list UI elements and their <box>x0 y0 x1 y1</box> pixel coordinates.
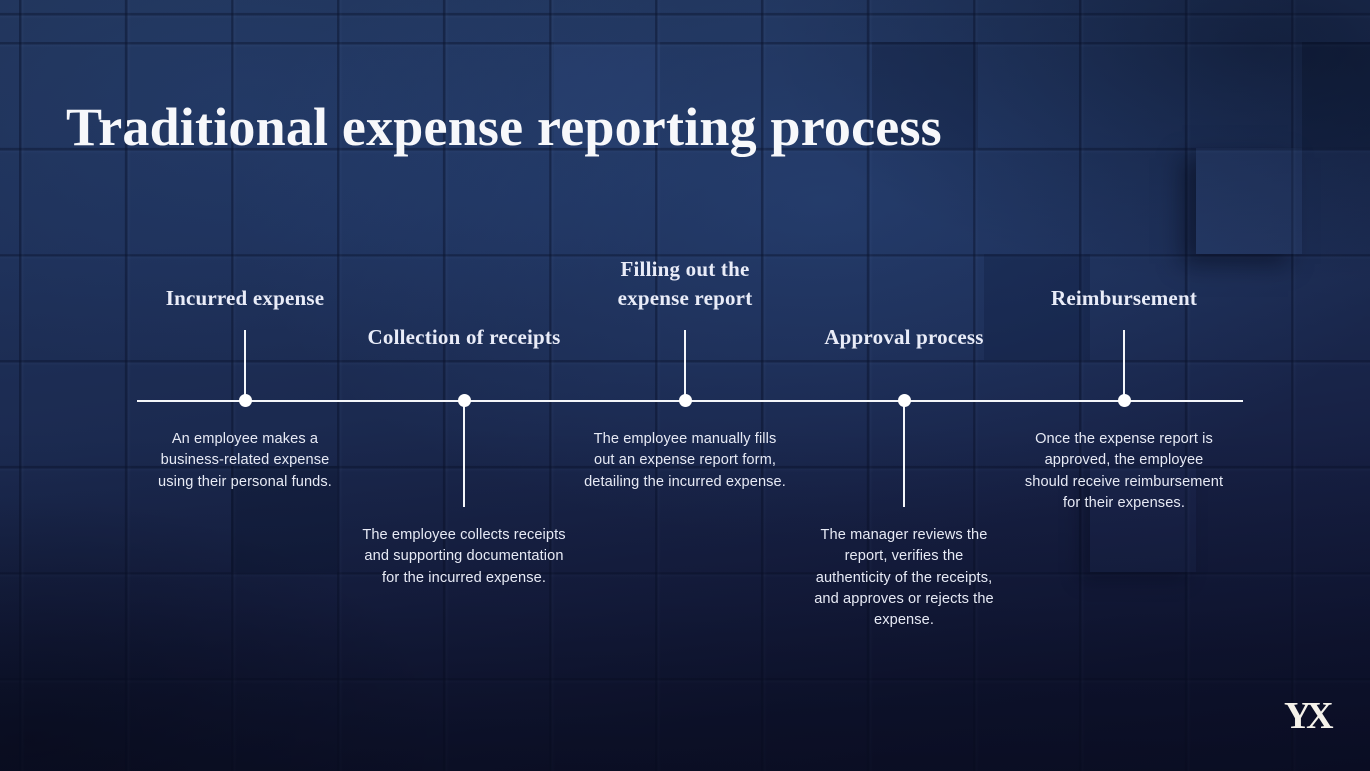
milestone-title: Approval process <box>824 325 984 349</box>
milestone-connector-line <box>903 406 905 507</box>
timeline-dot <box>457 394 471 407</box>
milestone-description: The manager reviews the report, verifies… <box>814 527 994 629</box>
milestone-description: The employee collects receipts and suppo… <box>362 527 566 586</box>
timeline-dot <box>678 394 692 407</box>
milestone-description: Once the expense report is approved, the… <box>1024 431 1224 511</box>
milestone-connector-line <box>463 406 465 507</box>
brand-monogram-logo: YX <box>1284 695 1334 737</box>
milestone-title: Collection of receipts <box>367 325 561 349</box>
timeline-dot <box>1117 394 1131 407</box>
milestone-collection-of-receipts: Collection of receipts The employee coll… <box>349 0 579 771</box>
milestone-connector-line <box>244 330 246 395</box>
milestone-reimbursement: Reimbursement Once the expense report is… <box>1009 0 1239 771</box>
milestone-approval-process: Approval process The manager reviews the… <box>789 0 1019 771</box>
milestone-filling-out-report: Filling out the expense report The emplo… <box>570 0 800 771</box>
milestone-incurred-expense: Incurred expense An employee makes a bus… <box>130 0 360 771</box>
timeline-dot <box>238 394 252 407</box>
milestone-title: Filling out the expense report <box>617 257 753 310</box>
page-title: Traditional expense reporting process <box>66 97 942 158</box>
milestone-description: An employee makes a business-related exp… <box>158 431 332 490</box>
milestone-connector-line <box>1123 330 1125 395</box>
milestone-connector-line <box>684 330 686 395</box>
milestone-title: Reimbursement <box>1050 286 1198 310</box>
milestone-title: Incurred expense <box>165 286 325 310</box>
timeline-dot <box>897 394 911 407</box>
milestone-description: The employee manually fills out an expen… <box>584 431 786 490</box>
background-tile <box>1302 42 1370 148</box>
